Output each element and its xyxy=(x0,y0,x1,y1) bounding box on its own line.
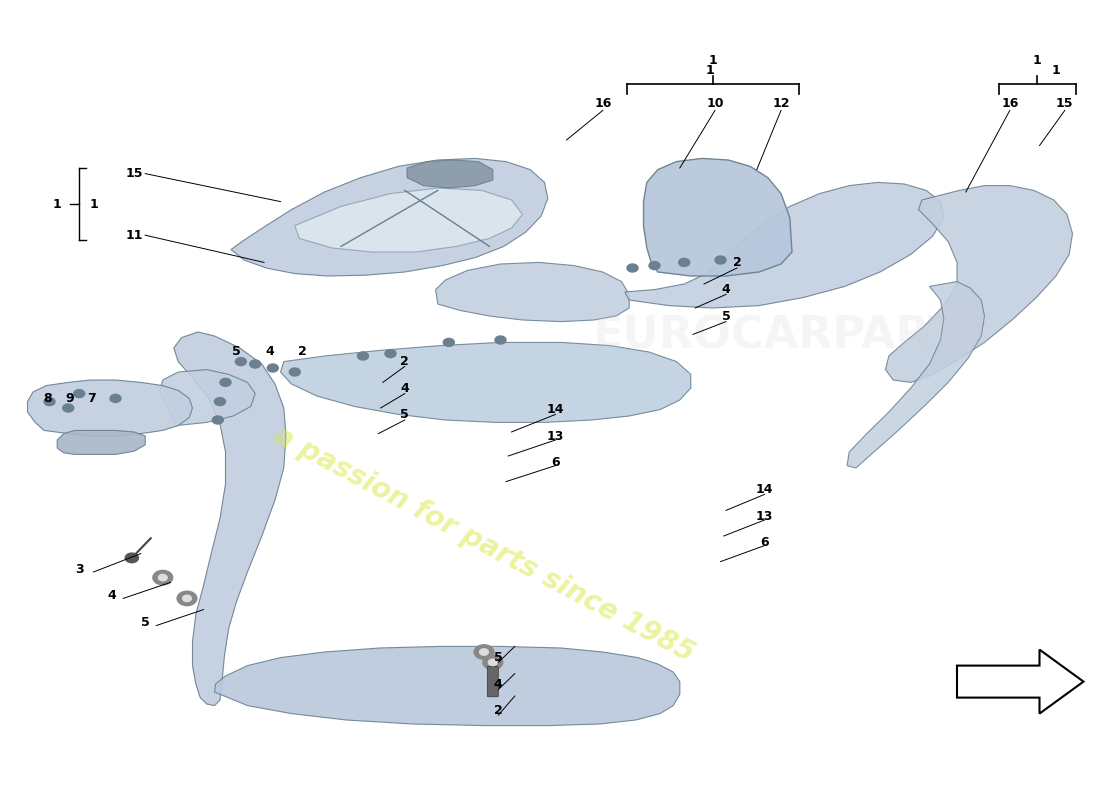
Circle shape xyxy=(495,336,506,344)
Circle shape xyxy=(235,358,246,366)
Text: 2: 2 xyxy=(298,346,307,358)
Text: 2: 2 xyxy=(400,355,409,368)
Circle shape xyxy=(153,570,173,585)
Circle shape xyxy=(250,360,261,368)
Polygon shape xyxy=(214,646,680,726)
Text: 14: 14 xyxy=(756,483,773,496)
Text: 5: 5 xyxy=(400,408,409,421)
Text: 1: 1 xyxy=(1033,54,1042,66)
Text: 1: 1 xyxy=(708,54,717,66)
Text: 13: 13 xyxy=(756,510,773,522)
Circle shape xyxy=(488,659,497,666)
Circle shape xyxy=(267,364,278,372)
Circle shape xyxy=(110,394,121,402)
Polygon shape xyxy=(886,186,1072,382)
Text: 3: 3 xyxy=(75,563,84,576)
Text: 15: 15 xyxy=(125,167,143,180)
Polygon shape xyxy=(57,430,145,454)
Polygon shape xyxy=(407,160,493,188)
Circle shape xyxy=(214,398,225,406)
Circle shape xyxy=(212,416,223,424)
Polygon shape xyxy=(436,262,629,322)
Text: 9: 9 xyxy=(65,392,74,405)
Text: 5: 5 xyxy=(141,616,150,629)
Circle shape xyxy=(474,645,494,659)
Text: 4: 4 xyxy=(400,382,409,394)
Text: 12: 12 xyxy=(772,97,790,110)
Circle shape xyxy=(220,378,231,386)
Text: 10: 10 xyxy=(706,97,724,110)
Text: 16: 16 xyxy=(594,97,612,110)
Circle shape xyxy=(679,258,690,266)
FancyBboxPatch shape xyxy=(487,666,498,697)
Polygon shape xyxy=(625,182,944,308)
Polygon shape xyxy=(957,650,1084,714)
Text: 2: 2 xyxy=(494,704,503,717)
Text: 8: 8 xyxy=(43,392,52,405)
Text: 4: 4 xyxy=(722,283,730,296)
Circle shape xyxy=(177,591,197,606)
Text: 5: 5 xyxy=(722,310,730,322)
Text: 1: 1 xyxy=(705,64,714,77)
Circle shape xyxy=(63,404,74,412)
Polygon shape xyxy=(847,282,984,468)
Polygon shape xyxy=(28,380,192,436)
Circle shape xyxy=(443,338,454,346)
Text: 5: 5 xyxy=(232,346,241,358)
Text: 16: 16 xyxy=(1001,97,1019,110)
Circle shape xyxy=(649,262,660,270)
Text: 15: 15 xyxy=(1056,97,1074,110)
Circle shape xyxy=(183,595,191,602)
Polygon shape xyxy=(174,332,286,706)
Polygon shape xyxy=(295,188,522,252)
Text: 7: 7 xyxy=(87,392,96,405)
Text: a passion for parts since 1985: a passion for parts since 1985 xyxy=(270,421,698,667)
Circle shape xyxy=(627,264,638,272)
Text: 2: 2 xyxy=(733,256,741,269)
Circle shape xyxy=(358,352,368,360)
Text: 1: 1 xyxy=(89,198,98,210)
Text: 6: 6 xyxy=(551,456,560,469)
Text: 6: 6 xyxy=(760,536,769,549)
Circle shape xyxy=(125,553,139,562)
Circle shape xyxy=(385,350,396,358)
Polygon shape xyxy=(644,158,792,276)
Circle shape xyxy=(480,649,488,655)
Polygon shape xyxy=(231,158,548,276)
Text: 11: 11 xyxy=(125,229,143,242)
Text: 4: 4 xyxy=(494,678,503,690)
Text: 1: 1 xyxy=(1052,64,1060,77)
Circle shape xyxy=(158,574,167,581)
Circle shape xyxy=(483,655,503,670)
Text: 4: 4 xyxy=(265,346,274,358)
Circle shape xyxy=(289,368,300,376)
Polygon shape xyxy=(280,342,691,422)
Text: 5: 5 xyxy=(494,651,503,664)
Polygon shape xyxy=(160,370,255,426)
Text: 1: 1 xyxy=(53,198,62,210)
Circle shape xyxy=(44,398,55,406)
Text: 4: 4 xyxy=(108,589,117,602)
Circle shape xyxy=(715,256,726,264)
Text: 14: 14 xyxy=(547,403,564,416)
Circle shape xyxy=(74,390,85,398)
Text: 13: 13 xyxy=(547,430,564,442)
Text: EUROCARPARTS: EUROCARPARTS xyxy=(593,314,991,358)
